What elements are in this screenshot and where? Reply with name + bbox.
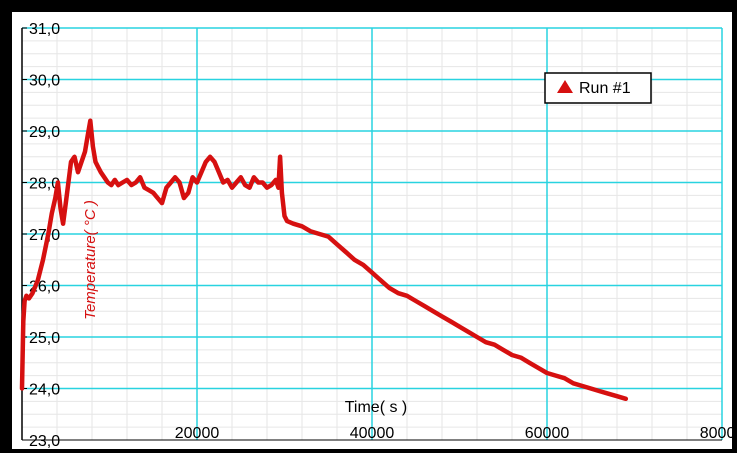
- y-tick-label: 27,0: [29, 227, 60, 244]
- x-axis-label: Time( s ): [345, 399, 408, 416]
- y-tick-label: 25,0: [29, 330, 60, 347]
- outer-frame-left: [0, 0, 12, 453]
- x-tick-labels: 20000 40000 60000 80000: [175, 425, 737, 442]
- legend-triangle-icon: [557, 80, 573, 93]
- y-tick-label: 23,0: [29, 433, 60, 450]
- legend-label-run-1: Run #1: [579, 80, 631, 97]
- outer-frame-right: [732, 0, 737, 453]
- y-tick-label: 28,0: [29, 176, 60, 193]
- x-tick-label: 60000: [525, 425, 570, 442]
- x-tick-label: 40000: [350, 425, 395, 442]
- y-axis-label: Temperature( °C ): [82, 200, 99, 320]
- legend[interactable]: Run #1: [544, 72, 652, 104]
- y-tick-label: 30,0: [29, 73, 60, 90]
- y-tick-label: 29,0: [29, 124, 60, 141]
- outer-frame-bottom: [0, 449, 737, 453]
- series-line-run-1: [19, 118, 629, 402]
- y-tick-label: 24,0: [29, 382, 60, 399]
- outer-frame-top: [0, 0, 737, 12]
- x-tick-label: 20000: [175, 425, 220, 442]
- x-tick-label: 80000: [700, 425, 737, 442]
- y-tick-label: 31,0: [29, 21, 60, 38]
- y-tick-labels: 23,024,025,026,027,028,029,030,031,0: [22, 21, 60, 450]
